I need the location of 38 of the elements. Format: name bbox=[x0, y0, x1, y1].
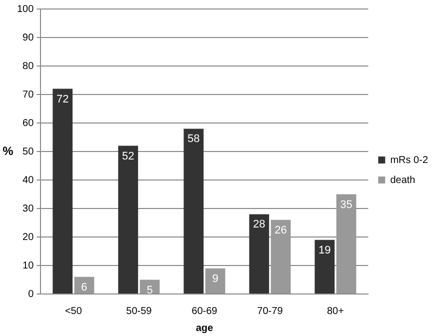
legend-label: mRs 0-2 bbox=[390, 154, 428, 166]
bar bbox=[205, 268, 226, 294]
x-axis-title: age bbox=[196, 322, 214, 334]
data-label: 19 bbox=[318, 244, 331, 256]
bar bbox=[52, 88, 73, 294]
y-tick-label: 40 bbox=[22, 174, 34, 186]
bar bbox=[314, 240, 335, 294]
data-label: 72 bbox=[56, 93, 69, 106]
data-label: 6 bbox=[81, 281, 88, 294]
data-label: 58 bbox=[188, 133, 200, 146]
bar bbox=[336, 194, 356, 294]
y-tick-label: 20 bbox=[22, 232, 34, 243]
bar bbox=[184, 128, 204, 294]
data-label: 5 bbox=[146, 284, 153, 296]
data-label: 26 bbox=[274, 224, 287, 236]
legend-label: death bbox=[390, 174, 416, 186]
x-tick-label: 60-69 bbox=[192, 306, 218, 317]
bar bbox=[118, 146, 138, 294]
x-tick-label: 80+ bbox=[326, 306, 344, 317]
y-tick-label: 100 bbox=[16, 4, 34, 15]
data-label: 35 bbox=[340, 198, 352, 211]
bar bbox=[270, 220, 291, 294]
y-tick-label: 0 bbox=[28, 288, 34, 300]
x-tick-label: <50 bbox=[64, 306, 82, 317]
x-tick-label: 50-59 bbox=[126, 306, 152, 317]
x-tick-label: 70-79 bbox=[257, 306, 284, 317]
data-label: 28 bbox=[253, 218, 266, 231]
y-tick-label: 80 bbox=[22, 60, 34, 72]
y-tick-label: 90 bbox=[22, 32, 34, 44]
y-tick-label: 10 bbox=[22, 260, 34, 272]
y-axis-title: % bbox=[2, 144, 14, 158]
data-label: 52 bbox=[122, 150, 134, 162]
y-tick-label: 60 bbox=[22, 118, 34, 129]
y-tick-label: 70 bbox=[22, 89, 34, 100]
bar bbox=[249, 214, 270, 294]
y-tick-label: 30 bbox=[22, 203, 34, 214]
data-label: 9 bbox=[212, 272, 218, 285]
y-tick-label: 50 bbox=[22, 146, 34, 158]
